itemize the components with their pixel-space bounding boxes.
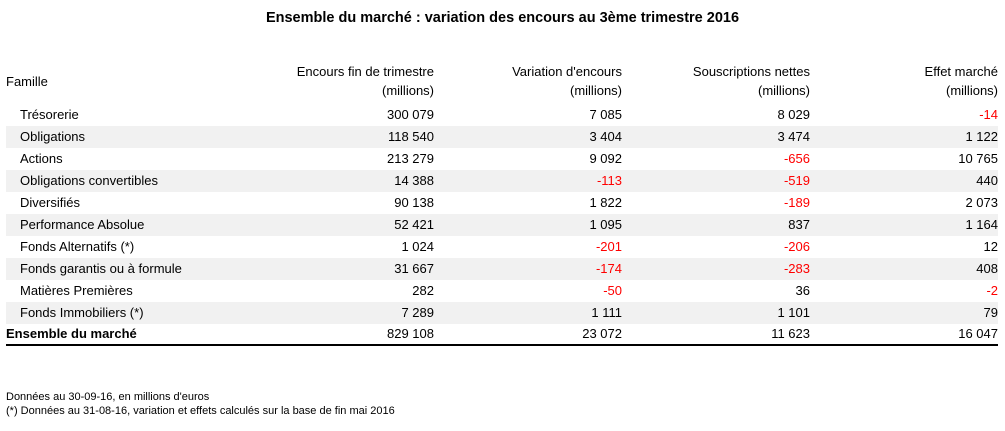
cell-encours: 1 024 — [401, 239, 434, 254]
cell-variation: 7 085 — [589, 107, 622, 122]
table-row: Performance Absolue 52 421 1 095 837 1 164 — [6, 214, 998, 236]
cell-famille: Obligations convertibles — [20, 173, 159, 188]
total-souscriptions: 11 623 — [622, 324, 810, 346]
cell-effet: 408 — [976, 261, 998, 276]
cell-famille: Matières Premières — [20, 283, 133, 298]
cell-encours: 282 — [412, 283, 434, 298]
cell-souscriptions: 8 029 — [777, 107, 810, 122]
cell-variation: 1 095 — [589, 217, 622, 232]
footnotes: Données au 30-09-16, en millions d'euros… — [6, 390, 395, 418]
cell-souscriptions: -519 — [783, 173, 810, 188]
cell-variation: -113 — [596, 173, 622, 188]
total-effet: 16 047 — [810, 324, 998, 346]
table-title: Ensemble du marché : variation des encou… — [265, 10, 740, 26]
cell-encours: 90 138 — [394, 195, 434, 210]
cell-effet: 1 164 — [965, 217, 998, 232]
table-row: Fonds garantis ou à formule 31 667 -174 -28… — [6, 258, 998, 280]
total-encours: 829 108 — [256, 324, 434, 346]
table-row: Matières Premières 282 -50 36 -2 — [6, 280, 998, 302]
cell-souscriptions: 1 101 — [777, 305, 810, 320]
cell-variation: 1 822 — [589, 195, 622, 210]
cell-famille: Actions — [20, 151, 63, 166]
cell-encours: 118 540 — [387, 129, 434, 144]
cell-famille: Fonds Alternatifs (*) — [20, 239, 135, 254]
cell-famille: Diversifiés — [20, 195, 80, 210]
cell-variation: -174 — [595, 261, 622, 276]
cell-effet: 79 — [983, 305, 998, 320]
cell-effet: -14 — [979, 107, 998, 122]
market-table: Famille Encours fin de trimestre (millio… — [6, 58, 998, 346]
header-famille: Famille — [6, 73, 48, 89]
cell-souscriptions: -206 — [783, 239, 810, 254]
cell-variation: 1 111 — [591, 305, 622, 320]
header-souscriptions-line1: Souscriptions nettes — [692, 64, 810, 79]
header-variation-line1: Variation d'encours — [512, 64, 622, 79]
footnote-asterisk: (*) Données au 31-08-16, variation et ef… — [6, 405, 395, 417]
header-encours-line1: Encours fin de trimestre — [296, 64, 434, 79]
footnote-date: Données au 30-09-16, en millions d'euros — [6, 391, 210, 403]
total-variation: 23 072 — [434, 324, 622, 346]
total-row: Ensemble du marché 829 108 23 072 11 623… — [6, 324, 998, 346]
header-variation: Variation d'encours (millions) — [434, 58, 622, 104]
header-encours-line2: (millions) — [382, 83, 434, 98]
header-row: Famille Encours fin de trimestre (millio… — [6, 58, 998, 104]
cell-effet: 12 — [983, 239, 998, 254]
header-effet-line1: Effet marché — [924, 64, 998, 79]
header-souscriptions: Souscriptions nettes (millions) — [622, 58, 810, 104]
cell-effet: 10 765 — [958, 151, 998, 166]
table-body: Trésorerie 300 079 7 085 8 029 -14 Obligatio… — [6, 104, 998, 324]
header-effet: Effet marché (millions) — [810, 58, 998, 104]
cell-variation: 9 092 — [589, 151, 622, 166]
cell-encours: 52 421 — [394, 217, 434, 232]
cell-souscriptions: 837 — [788, 217, 810, 232]
table-row: Obligations 118 540 3 404 3 474 1 122 — [6, 126, 998, 148]
table-row: Diversifiés 90 138 1 822 -189 2 073 — [6, 192, 998, 214]
cell-encours: 300 079 — [387, 107, 434, 122]
cell-variation: 3 404 — [589, 129, 622, 144]
cell-famille: Obligations — [20, 129, 86, 144]
cell-encours: 14 388 — [394, 173, 434, 188]
cell-famille: Fonds Immobiliers (*) — [20, 305, 144, 320]
cell-effet: 1 122 — [965, 129, 998, 144]
cell-famille: Fonds garantis ou à formule — [20, 261, 182, 276]
cell-encours: 213 279 — [387, 151, 434, 166]
table-row: Obligations convertibles 14 388 -113 -519 44… — [6, 170, 998, 192]
header-effet-line2: (millions) — [946, 83, 998, 98]
table-row: Fonds Immobiliers (*) 7 289 1 111 1 101 79 — [6, 302, 998, 324]
total-famille: Ensemble du marché — [6, 324, 256, 346]
cell-souscriptions: -656 — [783, 151, 810, 166]
cell-souscriptions: 3 474 — [777, 129, 810, 144]
header-souscriptions-line2: (millions) — [758, 83, 810, 98]
cell-souscriptions: -283 — [783, 261, 810, 276]
cell-souscriptions: 36 — [795, 283, 810, 298]
cell-famille: Performance Absolue — [20, 217, 145, 232]
table-row: Actions 213 279 9 092 -656 10 765 — [6, 148, 998, 170]
cell-souscriptions: -189 — [783, 195, 810, 210]
table-row: Fonds Alternatifs (*) 1 024 -201 -206 12 — [6, 236, 998, 258]
cell-effet: 440 — [976, 173, 998, 188]
table-row: Trésorerie 300 079 7 085 8 029 -14 — [6, 104, 998, 126]
cell-effet: 2 073 — [965, 195, 998, 210]
cell-famille: Trésorerie — [20, 107, 79, 122]
header-variation-line2: (millions) — [570, 83, 622, 98]
cell-encours: 31 667 — [394, 261, 434, 276]
cell-variation: -50 — [603, 283, 622, 298]
cell-encours: 7 289 — [401, 305, 434, 320]
cell-variation: -201 — [595, 239, 622, 254]
header-encours: Encours fin de trimestre (millions) — [256, 58, 434, 104]
cell-effet: -2 — [986, 283, 998, 298]
